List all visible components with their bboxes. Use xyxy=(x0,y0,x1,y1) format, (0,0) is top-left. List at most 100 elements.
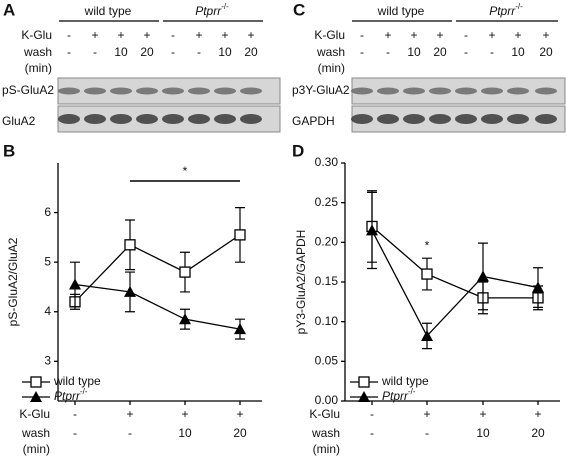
marker xyxy=(366,224,378,236)
row-cell: - xyxy=(360,45,364,59)
blot-band xyxy=(429,87,451,95)
series-line xyxy=(74,234,241,303)
row-cell: + xyxy=(117,28,124,42)
blot-label: GluA2 xyxy=(2,114,36,128)
blot-band xyxy=(429,114,451,124)
row-cell: - xyxy=(171,28,175,42)
y-tick-label: 0.15 xyxy=(315,274,339,288)
blot-band xyxy=(58,114,80,124)
blot-band xyxy=(507,114,529,124)
row-cell: 20 xyxy=(433,45,447,59)
row-label: wash xyxy=(21,426,50,440)
blot-band xyxy=(84,114,106,124)
row-label: K-Glu xyxy=(309,407,340,421)
y-tick-label: 4 xyxy=(44,304,51,318)
blot-band xyxy=(535,87,557,95)
row-label: (min) xyxy=(23,442,50,456)
row-cell: 20 xyxy=(140,45,154,59)
y-tick-label: 5 xyxy=(44,254,51,268)
blot-band xyxy=(403,87,425,95)
blot-label: p3Y-GluA2 xyxy=(292,83,350,97)
row-label: K-Glu xyxy=(19,407,50,421)
y-tick-label: 0.10 xyxy=(315,314,339,328)
y-axis-label: pY3-GluA2/GAPDH xyxy=(294,230,308,335)
panel-letter: B xyxy=(3,141,15,160)
row-label: wash xyxy=(311,426,340,440)
row-cell: - xyxy=(464,28,468,42)
group-header: Ptprr-/- xyxy=(195,2,229,18)
row-cell: + xyxy=(436,28,443,42)
row-cell: 10 xyxy=(476,426,490,440)
blot-band xyxy=(351,87,373,95)
marker xyxy=(234,229,246,241)
row-cell: + xyxy=(195,28,202,42)
row-cell: 10 xyxy=(114,45,128,59)
row-cell: + xyxy=(384,28,391,42)
y-tick-label: 6 xyxy=(44,205,51,219)
row-cell: - xyxy=(73,426,77,440)
row-label: (min) xyxy=(25,61,52,75)
y-tick-label: 0.30 xyxy=(315,155,339,169)
group-header-main: wild type xyxy=(377,4,425,18)
blot-band xyxy=(377,114,399,124)
legend-label-main: wild type xyxy=(53,374,101,388)
row-cell: + xyxy=(542,28,549,42)
legend-label-sup: -/- xyxy=(408,387,416,396)
y-axis-label: pS-GluA2/GluA2 xyxy=(6,237,20,326)
row-cell: + xyxy=(221,28,228,42)
row-cell: - xyxy=(128,426,132,440)
legend-label-main: Ptprr xyxy=(382,389,409,403)
series-line xyxy=(371,230,539,338)
blot-band xyxy=(214,87,236,95)
legend-label: wild type xyxy=(53,374,101,388)
blot-band xyxy=(240,114,262,124)
legend-label-main: wild type xyxy=(381,374,429,388)
row-label: wash xyxy=(316,45,345,59)
blot-band xyxy=(481,87,503,95)
marker xyxy=(234,323,246,335)
blot-band xyxy=(455,114,477,124)
blot-band xyxy=(110,87,132,95)
row-cell: + xyxy=(488,28,495,42)
row-cell: - xyxy=(93,45,97,59)
marker xyxy=(124,285,136,297)
marker xyxy=(421,268,433,280)
row-cell: - xyxy=(171,45,175,59)
blot-band xyxy=(188,87,210,95)
blot-band xyxy=(110,114,132,124)
group-header: wild type xyxy=(377,4,425,18)
row-cell: + xyxy=(91,28,98,42)
row-cell: 20 xyxy=(539,45,553,59)
marker xyxy=(532,281,544,293)
y-tick-label: 3 xyxy=(44,354,51,368)
row-cell: + xyxy=(126,407,133,421)
row-cell: + xyxy=(479,407,486,421)
series-line xyxy=(74,283,241,330)
row-cell: + xyxy=(236,407,243,421)
row-cell: - xyxy=(67,28,71,42)
row-cell: + xyxy=(143,28,150,42)
group-header-main: wild type xyxy=(84,4,132,18)
row-cell: 20 xyxy=(233,426,247,440)
legend-label: Ptprr-/- xyxy=(54,387,88,403)
blot-band xyxy=(507,87,529,95)
row-cell: 20 xyxy=(244,45,258,59)
row-cell: - xyxy=(464,45,468,59)
marker xyxy=(179,313,191,325)
row-cell: - xyxy=(370,407,374,421)
blot-band xyxy=(481,114,503,124)
row-cell: 10 xyxy=(218,45,232,59)
legend-marker xyxy=(30,391,42,402)
series-line xyxy=(371,225,538,299)
legend-marker xyxy=(358,376,370,388)
blot-band xyxy=(240,87,262,95)
row-cell: - xyxy=(73,407,77,421)
group-header-main: Ptprr xyxy=(195,4,222,18)
row-cell: + xyxy=(423,407,430,421)
row-cell: - xyxy=(197,45,201,59)
group-header-sup: -/- xyxy=(515,2,523,11)
row-cell: + xyxy=(534,407,541,421)
legend-marker xyxy=(358,391,370,402)
row-cell: 10 xyxy=(511,45,525,59)
